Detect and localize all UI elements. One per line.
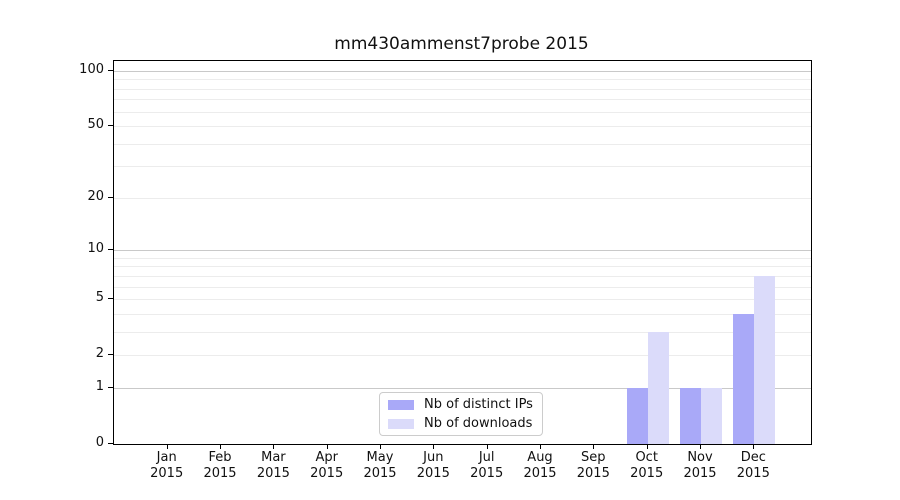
bar-downloads-oct [647,331,669,444]
gridline-y-6 [114,286,811,288]
y-tick-label-5: 5 [95,290,104,306]
legend-swatch-downloads [388,418,414,429]
x-tick-mark-jun [433,444,435,449]
x-tick-mark-dec [753,444,755,449]
x-tick-label-mar: Mar 2015 [256,450,290,481]
y-tick-mark-10 [108,249,113,251]
bar-distinct-ips-oct [626,387,648,444]
x-tick-label-oct: Oct 2015 [630,450,664,481]
x-tick-label-may: May 2015 [363,450,397,481]
x-tick-mark-mar [273,444,275,449]
x-tick-mark-jan [166,444,168,449]
gridline-y-30 [114,166,811,168]
bar-distinct-ips-dec [733,313,755,444]
x-tick-label-sep: Sep 2015 [576,450,610,481]
gridline-y-3 [114,331,811,333]
gridline-y-7 [114,275,811,277]
x-tick-mark-sep [593,444,595,449]
gridline-y-5 [114,299,811,301]
gridline-y-70 [114,99,811,101]
gridline-y-4 [114,313,811,315]
chart-title: mm430ammenst7probe 2015 [334,34,589,54]
y-tick-label-0: 0 [95,435,104,450]
gridline-y-40 [114,143,811,145]
x-tick-mark-oct [646,444,648,449]
gridline-y-8 [114,266,811,268]
y-tick-label-50: 50 [87,117,104,132]
y-tick-mark-2 [108,354,113,356]
gridline-y-100 [114,70,811,72]
gridline-y-9 [114,257,811,259]
gridline-y-20 [114,197,811,199]
y-tick-label-20: 20 [87,188,104,204]
y-tick-label-1: 1 [95,378,104,394]
x-tick-label-apr: Apr 2015 [310,450,344,481]
x-tick-label-dec: Dec 2015 [736,450,770,481]
bar-distinct-ips-nov [680,387,701,444]
y-tick-mark-1 [108,386,113,388]
legend-label-downloads: Nb of downloads [424,416,533,431]
y-tick-label-10: 10 [87,241,104,257]
x-tick-mark-nov [700,444,701,449]
x-tick-label-nov: Nov 2015 [683,450,717,481]
x-tick-label-feb: Feb 2015 [203,450,237,481]
x-tick-label-jun: Jun 2015 [416,450,450,481]
y-tick-label-2: 2 [95,346,104,362]
bar-downloads-nov [701,387,722,444]
x-tick-mark-jul [486,444,488,449]
x-tick-mark-feb [220,444,221,449]
x-tick-label-aug: Aug 2015 [523,450,557,481]
bar-downloads-dec [754,275,776,444]
gridline-y-60 [114,111,811,113]
y-tick-mark-20 [108,196,113,198]
plot-area: Nb of distinct IPs Nb of downloads [113,60,812,445]
x-tick-mark-may [380,444,381,449]
x-tick-mark-apr [326,444,328,449]
y-tick-label-100: 100 [79,61,104,77]
y-tick-mark-50 [108,125,113,126]
y-tick-mark-0 [108,443,113,444]
gridline-y-1 [114,387,811,389]
legend-swatch-distinct-ips [388,399,414,410]
x-tick-mark-aug [540,444,541,449]
legend-item-distinct-ips: Nb of distinct IPs [388,397,534,412]
gridline-y-90 [114,79,811,81]
gridline-y-2 [114,355,811,357]
gridline-y-10 [114,250,811,252]
gridline-y-50 [114,126,811,127]
x-tick-label-jan: Jan 2015 [150,450,184,481]
legend: Nb of distinct IPs Nb of downloads [379,392,543,436]
gridline-y-80 [114,88,811,90]
legend-item-downloads: Nb of downloads [388,416,534,431]
legend-label-distinct-ips: Nb of distinct IPs [424,397,533,412]
y-tick-mark-5 [108,298,113,300]
x-tick-label-jul: Jul 2015 [470,450,504,481]
y-tick-mark-100 [108,69,113,71]
